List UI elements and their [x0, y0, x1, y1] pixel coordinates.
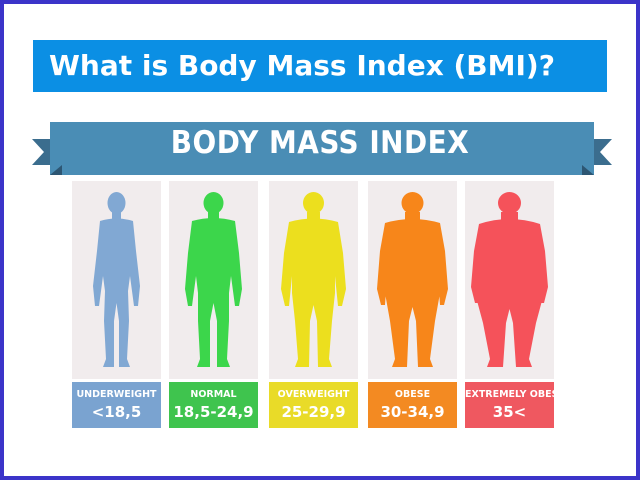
label-normal: NORMAL 18,5-24,9 — [169, 382, 258, 428]
page-frame: What is Body Mass Index (BMI)? BODY MASS… — [4, 4, 636, 476]
category-range: 30-34,9 — [380, 403, 445, 421]
underweight-figure-icon — [93, 192, 140, 367]
panel-underweight — [72, 181, 161, 379]
label-obese: OBESE 30-34,9 — [368, 382, 457, 428]
ribbon-banner — [32, 122, 612, 175]
obese-figure-icon — [377, 192, 448, 367]
label-underweight: UNDERWEIGHT <18,5 — [72, 382, 161, 428]
panel-overweight — [269, 181, 358, 379]
category-name: OBESE — [394, 389, 431, 400]
category-range: 18,5-24,9 — [173, 403, 254, 421]
panel-extremely-obese — [465, 181, 554, 379]
overweight-figure-icon — [281, 192, 346, 367]
label-overweight: OVERWEIGHT 25-29,9 — [269, 382, 358, 428]
panel-normal — [169, 181, 258, 379]
banner-title: BODY MASS INDEX — [170, 125, 470, 161]
category-name: UNDERWEIGHT — [76, 389, 157, 400]
normal-figure-icon — [185, 192, 242, 367]
extremely-obese-figure-icon — [471, 192, 548, 367]
page-title: What is Body Mass Index (BMI)? — [49, 49, 555, 82]
category-name: NORMAL — [190, 389, 237, 400]
panel-obese — [368, 181, 457, 379]
label-extremely-obese: EXTREMELY OBESE 35< — [465, 382, 565, 428]
category-range: 25-29,9 — [281, 403, 346, 421]
category-name: EXTREMELY OBESE — [465, 389, 565, 400]
category-range: 35< — [492, 403, 527, 421]
title-banner: What is Body Mass Index (BMI)? — [33, 40, 607, 92]
category-name: OVERWEIGHT — [277, 389, 350, 400]
category-range: <18,5 — [91, 403, 142, 421]
